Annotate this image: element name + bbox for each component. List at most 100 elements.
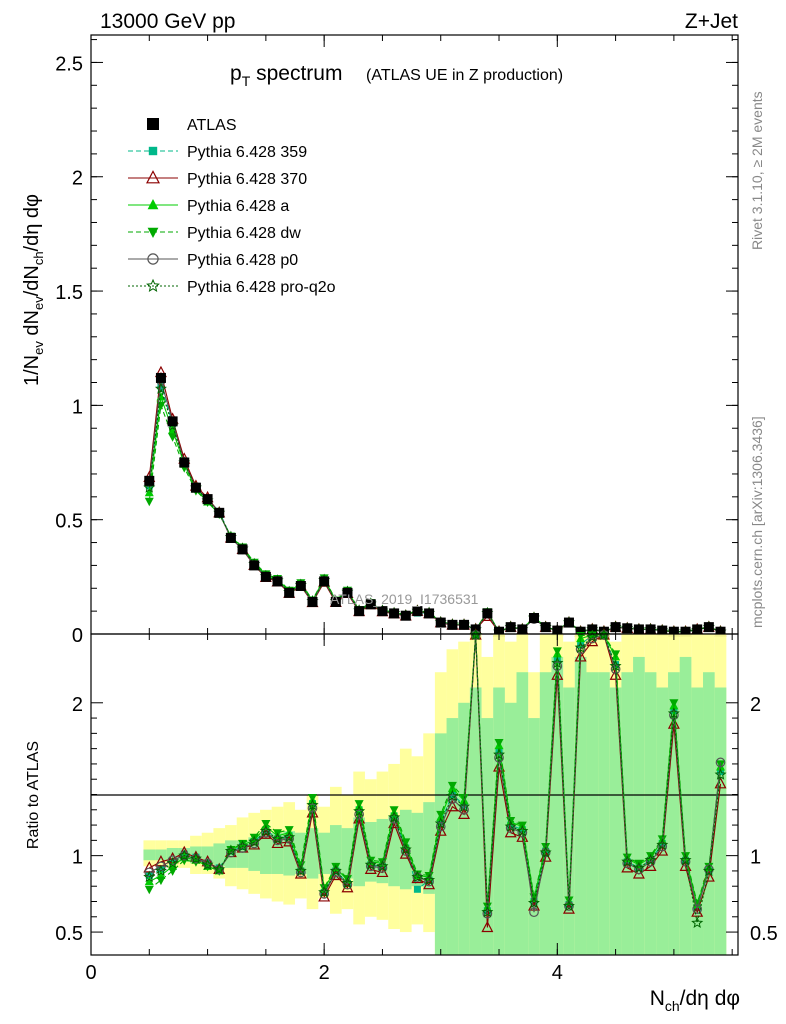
- ratio-series-point: [283, 830, 296, 843]
- ratio-series-point: [424, 876, 434, 887]
- uncertainty-band-inner: [598, 672, 610, 955]
- x-tick-label: 0: [85, 962, 96, 984]
- ratio-series-point: [458, 800, 471, 812]
- legend-entry-3: Pythia 6.428 a: [128, 198, 289, 215]
- ratio-series-point: [692, 904, 703, 914]
- uncertainty-band-inner: [446, 718, 459, 955]
- data-point: [330, 596, 341, 607]
- legend-marker: [147, 199, 159, 210]
- uncertainty-band-inner: [633, 656, 645, 955]
- ratio-series-point: [307, 803, 318, 814]
- ratio-series-point: [284, 833, 295, 844]
- data-point: [202, 494, 213, 505]
- data-point: [225, 532, 236, 543]
- main-series-point: [154, 382, 167, 394]
- plot-title-paren: (ATLAS UE in Z production): [366, 67, 563, 84]
- uncertainty-band-inner: [283, 831, 296, 876]
- ratio-series-point: [236, 840, 249, 852]
- legend-label: Pythia 6.428 370: [187, 171, 307, 188]
- ratio-series-point: [168, 867, 178, 876]
- ratio-series-point: [341, 876, 354, 889]
- data-point: [365, 599, 376, 610]
- data-point: [657, 625, 668, 636]
- ratio-series-point: [632, 861, 645, 873]
- legend-label: ATLAS: [187, 117, 237, 134]
- ratio-series-point: [494, 752, 504, 763]
- ratio-series-point: [143, 870, 156, 883]
- uncertainty-band-inner: [260, 834, 272, 874]
- ratio-series-point: [261, 820, 271, 829]
- x-tick-label: 2: [319, 962, 330, 984]
- legend-marker: [147, 118, 159, 130]
- ratio-y-tick-label-right: 1: [750, 847, 761, 869]
- data-point: [190, 482, 201, 493]
- ratio-series-point: [145, 872, 153, 880]
- ratio-series-point: [611, 650, 621, 659]
- ratio-series-point: [493, 748, 506, 760]
- mcplots-label: mcplots.cern.ch [arXiv:1306.3436]: [749, 416, 765, 628]
- uncertainty-band-inner: [691, 687, 704, 955]
- uncertainty-band-inner: [166, 848, 179, 862]
- ratio-series-point: [644, 853, 657, 866]
- plot-title-main: p: [230, 62, 242, 85]
- data-point: [540, 622, 551, 633]
- ratio-series-point: [634, 864, 644, 875]
- ratio-series-point: [586, 630, 599, 643]
- ratio-series-point: [166, 856, 179, 869]
- data-point: [377, 606, 388, 617]
- data-point: [505, 622, 516, 633]
- ratio-series-point: [307, 794, 317, 803]
- uncertainty-band-inner: [213, 843, 226, 867]
- x-tick-label: 4: [552, 962, 563, 984]
- uncertainty-band-inner: [516, 672, 529, 955]
- uncertainty-band-inner: [306, 828, 319, 879]
- ratio-series-point: [481, 920, 494, 933]
- data-point: [435, 617, 446, 628]
- uncertainty-band-inner: [493, 687, 505, 955]
- main-y-tick-label: 1: [72, 396, 83, 418]
- legend-label: Pythia 6.428 dw: [187, 225, 301, 242]
- ratio-series-point: [575, 644, 586, 655]
- ratio-series-point: [645, 856, 656, 867]
- ratio-series-point: [271, 832, 284, 844]
- ratio-series-point: [189, 852, 202, 864]
- ratio-y-tick-label-left: 2: [72, 694, 83, 716]
- ratio-series-point: [562, 899, 575, 912]
- ratio-series-point: [679, 853, 692, 866]
- main-y-tick-label: 2.5: [55, 53, 83, 75]
- ratio-series-point: [354, 800, 364, 809]
- uncertainty-band-inner: [656, 687, 669, 955]
- legend-marker: [147, 227, 159, 238]
- data-point: [307, 596, 318, 607]
- ratio-series-point: [551, 668, 564, 680]
- data-point: [692, 624, 703, 635]
- ratio-series-point: [552, 647, 562, 656]
- ratio-series-point: [306, 798, 319, 811]
- main-y-tick-label: 2: [72, 168, 83, 190]
- uncertainty-band-inner: [563, 687, 575, 955]
- uncertainty-band-inner: [376, 818, 389, 884]
- ratio-series-point: [621, 855, 634, 867]
- ratio-series-point: [691, 905, 704, 917]
- data-point: [155, 372, 166, 383]
- ratio-series-point: [213, 863, 226, 875]
- ratio-series-point: [434, 817, 447, 829]
- data-point: [237, 544, 248, 555]
- ratio-series-point: [226, 846, 236, 855]
- ratio-series-point: [669, 699, 679, 708]
- legend-entry-6: Pythia 6.428 pro-q2o: [128, 278, 336, 296]
- uncertainty-band-inner: [329, 825, 342, 881]
- legend-marker: [148, 146, 158, 156]
- data-point: [680, 626, 691, 637]
- ratio-y-tick-label-right: 2: [750, 694, 761, 716]
- uncertainty-band-inner: [574, 656, 587, 955]
- ratio-series-point: [691, 916, 704, 928]
- ratio-series-point: [400, 846, 411, 856]
- data-point: [412, 606, 423, 617]
- ratio-series-point: [494, 739, 504, 748]
- x-axis-label: Nch/dη dφ: [650, 987, 740, 1014]
- ratio-series-point: [353, 804, 366, 817]
- main-y-tick-label: 0.5: [55, 511, 83, 533]
- ratio-y-tick-label-left: 1: [72, 847, 83, 869]
